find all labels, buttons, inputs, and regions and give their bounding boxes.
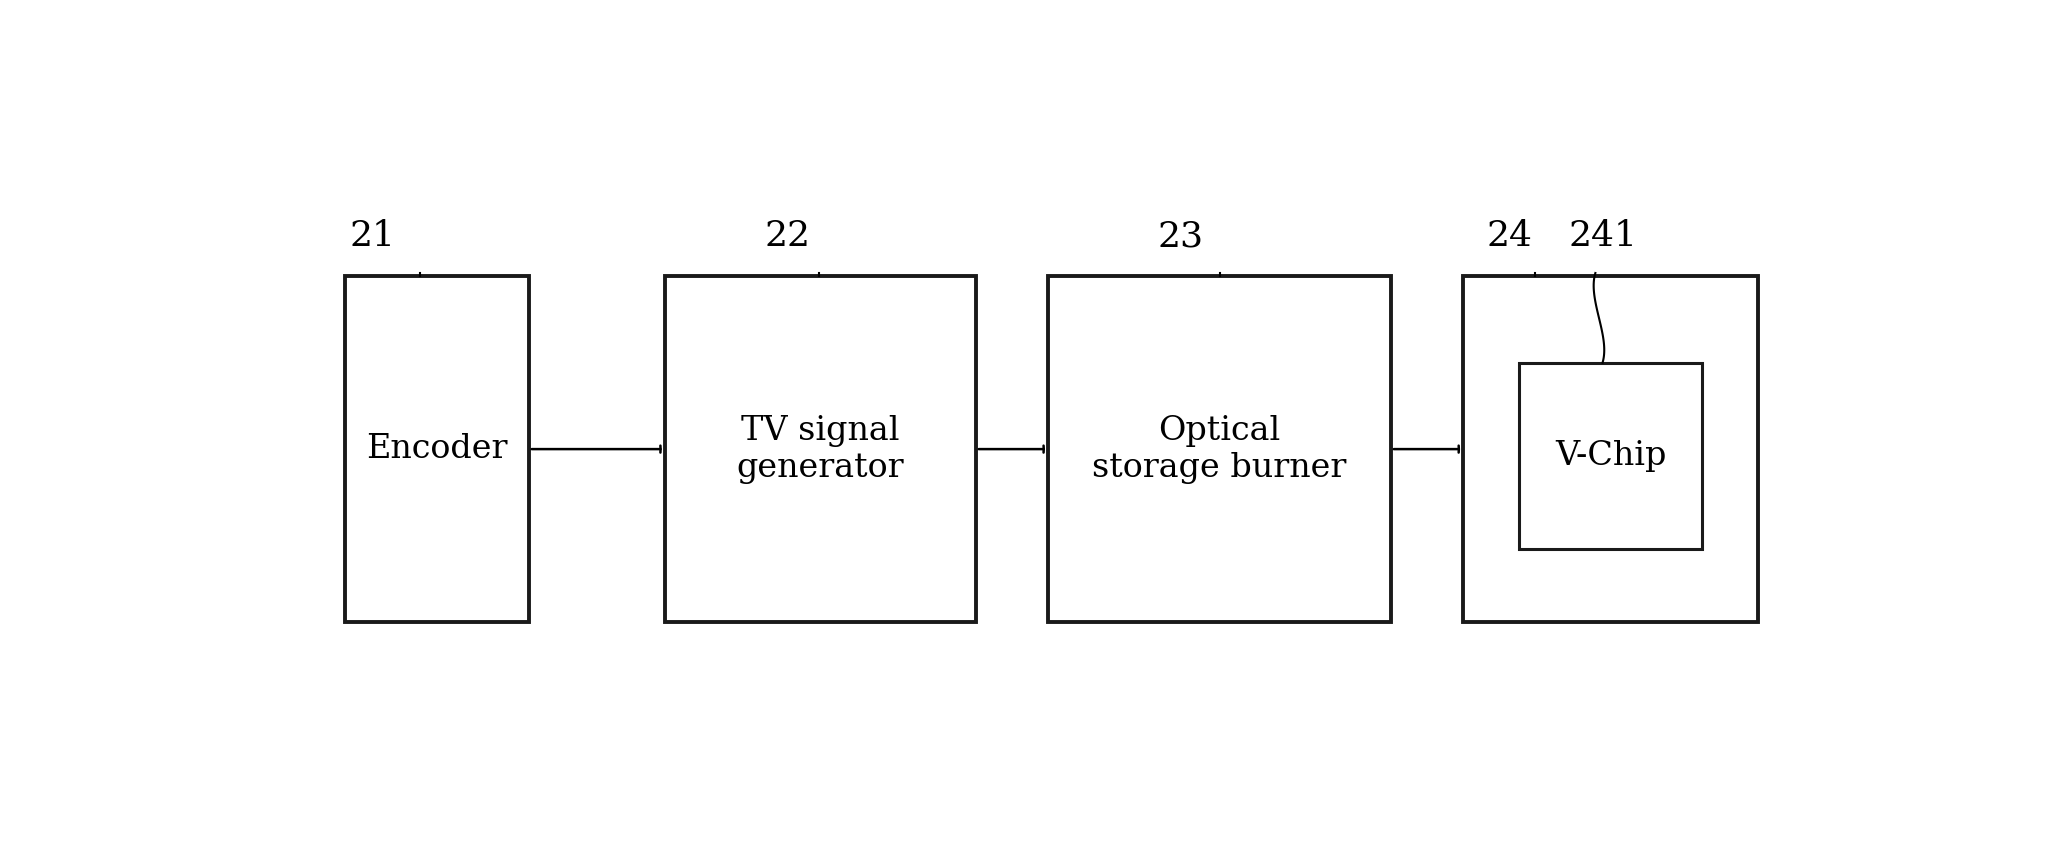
Bar [1049, 276, 1390, 622]
Bar [1463, 276, 1759, 622]
Text: 21: 21 [350, 219, 396, 253]
Text: 22: 22 [764, 219, 810, 253]
Text: Encoder: Encoder [367, 433, 509, 465]
Text: Optical
storage burner: Optical storage burner [1092, 414, 1347, 483]
Text: 241: 241 [1570, 219, 1638, 253]
Bar [346, 276, 529, 622]
Bar [1518, 362, 1702, 549]
Text: V-Chip: V-Chip [1555, 440, 1667, 472]
Text: TV signal
generator: TV signal generator [737, 414, 904, 483]
Bar [665, 276, 976, 622]
Text: 23: 23 [1158, 219, 1203, 253]
Text: 24: 24 [1485, 219, 1533, 253]
